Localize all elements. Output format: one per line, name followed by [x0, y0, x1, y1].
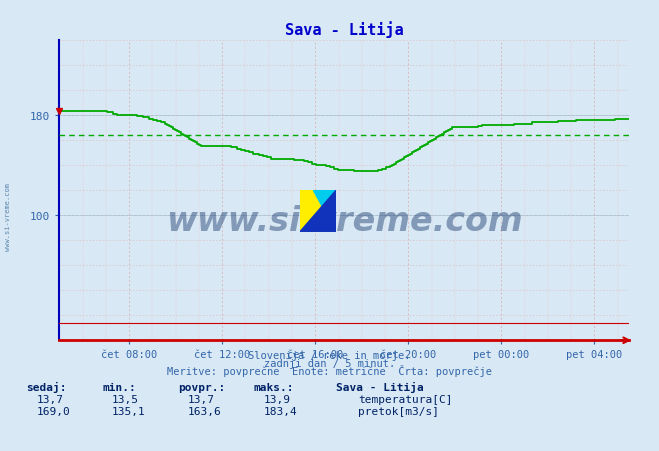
- Title: Sava - Litija: Sava - Litija: [285, 21, 404, 38]
- Text: temperatura[C]: temperatura[C]: [358, 394, 452, 404]
- Text: 183,4: 183,4: [264, 406, 297, 416]
- Text: maks.:: maks.:: [254, 382, 294, 392]
- Text: 13,7: 13,7: [188, 394, 215, 404]
- Text: www.si-vreme.com: www.si-vreme.com: [166, 204, 523, 237]
- Polygon shape: [300, 191, 336, 232]
- Text: Meritve: povprečne  Enote: metrične  Črta: povprečje: Meritve: povprečne Enote: metrične Črta:…: [167, 364, 492, 376]
- Text: 135,1: 135,1: [112, 406, 146, 416]
- Text: 169,0: 169,0: [36, 406, 70, 416]
- Text: Slovenija / reke in morje.: Slovenija / reke in morje.: [248, 350, 411, 360]
- Text: Sava - Litija: Sava - Litija: [336, 381, 424, 392]
- Text: 13,5: 13,5: [112, 394, 139, 404]
- Text: 163,6: 163,6: [188, 406, 221, 416]
- Text: zadnji dan / 5 minut.: zadnji dan / 5 minut.: [264, 358, 395, 368]
- Text: 13,9: 13,9: [264, 394, 291, 404]
- Text: povpr.:: povpr.:: [178, 382, 225, 392]
- Text: sedaj:: sedaj:: [26, 381, 67, 392]
- Polygon shape: [312, 191, 336, 232]
- Text: pretok[m3/s]: pretok[m3/s]: [358, 406, 439, 416]
- Text: www.si-vreme.com: www.si-vreme.com: [5, 183, 11, 250]
- Text: min.:: min.:: [102, 382, 136, 392]
- Text: 13,7: 13,7: [36, 394, 63, 404]
